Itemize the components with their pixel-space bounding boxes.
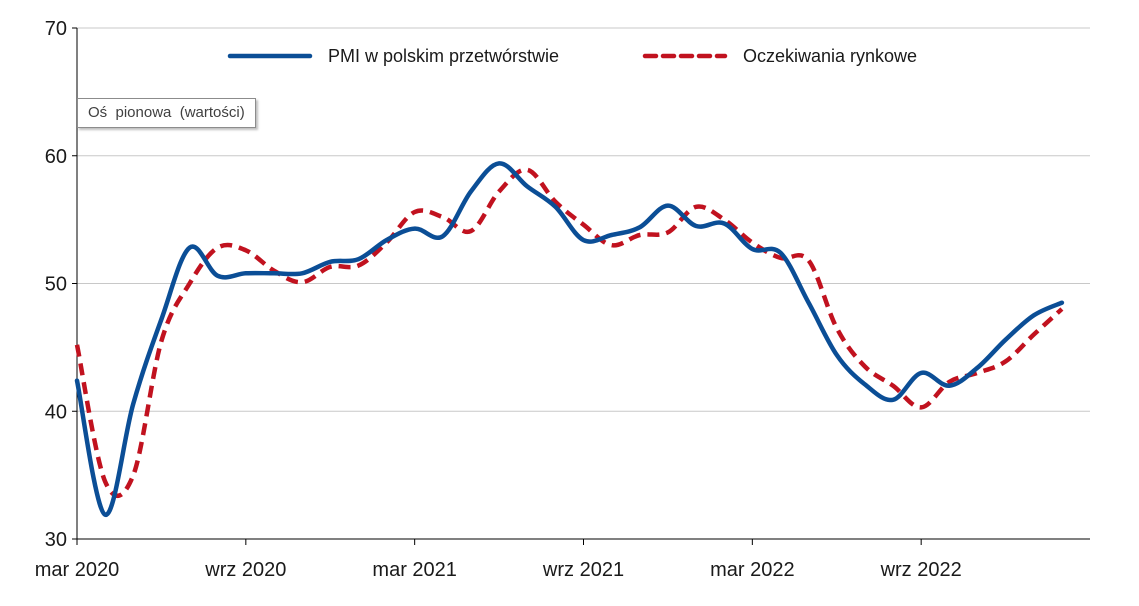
y-tick-label-60: 60 (45, 146, 67, 168)
x-tick-label-2021-09: wrz 2021 (542, 559, 624, 581)
y-tick-label-40: 40 (45, 401, 67, 423)
y-tick-label-50: 50 (45, 274, 67, 296)
series-line-pmi (74, 161, 1065, 517)
y-tick-labels: 30 40 50 60 70 (45, 18, 67, 551)
x-tick-label-2020-03: mar 2020 (35, 559, 120, 581)
x-tick-label-2020-09: wrz 2020 (204, 559, 286, 581)
x-tick-label-2022-03: mar 2022 (710, 559, 795, 581)
legend-label-pmi: PMI w polskim przetwórstwie (328, 46, 559, 66)
x-tick-label-2021-03: mar 2021 (372, 559, 457, 581)
axis-tooltip: Oś pionowa (wartości) (77, 98, 256, 128)
legend: PMI w polskim przetwórstwie Oczekiwania … (227, 46, 917, 66)
gridlines (77, 27, 1090, 412)
y-tick-label-30: 30 (45, 529, 67, 551)
x-tick-label-2022-09: wrz 2022 (880, 559, 962, 581)
series-line-expectations (74, 167, 1064, 498)
series-lines (74, 161, 1065, 517)
x-tick-labels: mar 2020 wrz 2020 mar 2021 wrz 2021 mar 2022… (35, 559, 962, 581)
y-tick-label-70: 70 (45, 18, 67, 40)
legend-label-expectations: Oczekiwania rynkowe (743, 46, 917, 66)
